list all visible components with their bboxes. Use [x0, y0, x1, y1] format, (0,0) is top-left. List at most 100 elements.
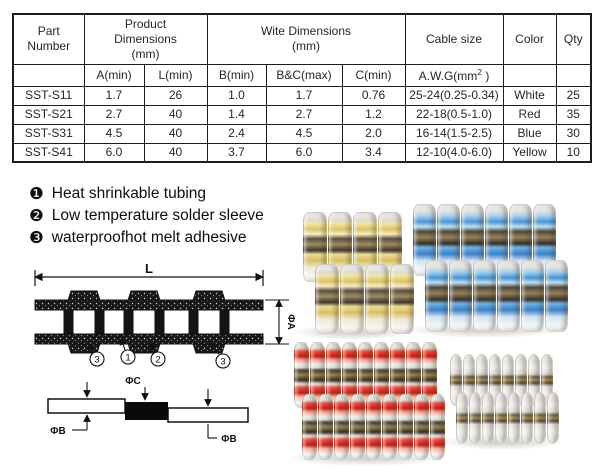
table-cell: 1.0: [206, 85, 267, 106]
dimension-L: [34, 270, 264, 286]
connector-capsule: [340, 264, 364, 334]
callout-leaders: [87, 337, 220, 355]
legend-text: waterproofhot melt adhesive: [51, 229, 247, 246]
subheader-l-min: L(min): [143, 63, 208, 87]
dimension-phi-c-label: ΦC: [125, 376, 140, 387]
table-cell: 6.0: [83, 142, 145, 163]
connector-capsule: [413, 204, 436, 276]
connector-capsule: [302, 394, 317, 460]
table-row: SST-S41 6.0 40 3.7 6.0 3.4 12-10(4.0-6.0) Yello…: [12, 142, 592, 163]
spec-table: Part Number Product Dimensions (mm) Wite…: [12, 13, 592, 163]
connector-row: [294, 342, 445, 408]
table-cell: 30: [555, 123, 592, 144]
connector-capsule: [414, 394, 429, 460]
connector-capsule: [497, 260, 520, 332]
connector-capsule: [315, 264, 339, 334]
awg-text-close: ): [482, 68, 490, 83]
connector-capsule: [382, 394, 397, 460]
photo-cluster-white: [450, 354, 559, 444]
legend-number-icon: ❶: [29, 184, 44, 203]
table-cell: 40: [143, 142, 208, 163]
awg-sup: 2: [477, 66, 483, 77]
connector-capsule: [365, 264, 389, 334]
subheader-awg: A.W.G(mm2 ): [404, 63, 504, 87]
tube-drawing: [34, 290, 264, 354]
callout-2-label: 2: [155, 355, 160, 366]
table-cell: 2.0: [341, 123, 406, 144]
connector-capsule: [508, 392, 520, 444]
table-cell: White: [502, 85, 557, 106]
dimension-phi-b-right-label: ΦB: [221, 434, 236, 445]
connector-capsule: [366, 394, 381, 460]
table-cell: 10: [555, 142, 592, 163]
table-cell: SST-S11: [12, 85, 85, 106]
callout-circles: 3 1 2 3: [89, 349, 231, 369]
connector-capsule: [509, 204, 532, 276]
subheader-empty: [555, 63, 592, 87]
table-cell: 40: [143, 104, 208, 125]
table-cell: 1.2: [341, 104, 406, 125]
connector-capsule: [534, 392, 546, 444]
table-cell: SST-S41: [12, 142, 85, 163]
table-cell: Blue: [502, 123, 557, 144]
connector-capsule: [461, 204, 484, 276]
col-header-wire-dimensions: Wite Dimensions (mm): [206, 13, 406, 65]
col-header-color: Color: [502, 13, 557, 65]
product-diagram: L ΦA: [34, 262, 296, 445]
table-cell: 35: [555, 104, 592, 125]
connector-capsule: [547, 392, 559, 444]
legend-number-icon: ❷: [29, 206, 44, 225]
awg-text: A.W.G(mm: [418, 68, 478, 83]
table-cell: SST-S21: [12, 104, 85, 125]
connector-capsule: [425, 260, 448, 332]
callout-3-right-label: 3: [220, 357, 225, 368]
connector-capsule: [533, 204, 556, 276]
col-header-qty: Qty: [555, 13, 592, 65]
legend: ❶ Heat shrinkable tubing ❷ Low temperature …: [29, 183, 264, 249]
callout-1-label: 1: [125, 353, 130, 364]
table-cell: 2.4: [206, 123, 267, 144]
legend-number-icon: ❸: [29, 228, 44, 247]
table-cell: 6.0: [265, 142, 343, 163]
subheader-bc-max: B&C(max): [265, 63, 343, 87]
splice-labels: ΦC ΦB ΦB: [50, 376, 236, 445]
splice-dimension-lines: [72, 382, 217, 439]
connector-row: [425, 260, 568, 332]
table-cell: 2.7: [83, 104, 145, 125]
legend-text: Heat shrinkable tubing: [51, 185, 207, 202]
splice-drawing: [47, 398, 249, 423]
table-cell: 1.7: [83, 85, 145, 106]
connector-capsule: [495, 392, 507, 444]
table-cell: Red: [502, 104, 557, 125]
photo-cluster-blue: [413, 204, 568, 332]
connector-capsule: [482, 392, 494, 444]
connector-capsule: [422, 342, 437, 408]
table-row: SST-S11 1.7 26 1.0 1.7 0.76 25-24(0.25-0.34) Wh…: [12, 85, 592, 106]
dimension-phi-a-label: ΦA: [285, 314, 296, 329]
connector-row: [302, 394, 445, 460]
connector-capsule: [521, 392, 533, 444]
table-cell: 4.5: [265, 123, 343, 144]
table-cell: 16-14(1.5-2.5): [404, 123, 504, 144]
connector-capsule: [374, 342, 389, 408]
table-cell: 4.5: [83, 123, 145, 144]
col-header-part-number: Part Number: [12, 13, 85, 65]
dimension-L-label: L: [145, 262, 153, 276]
table-cell: Yellow: [502, 142, 557, 163]
table-row: SST-S21 2.7 40 1.4 2.7 1.2 22-18(0.5-1.0) Red 35: [12, 104, 592, 125]
table-cell: 25-24(0.25-0.34): [404, 85, 504, 106]
connector-capsule: [485, 204, 508, 276]
dimension-phi-b-left-label: ΦB: [50, 426, 65, 437]
connector-capsule: [310, 342, 325, 408]
table-cell: 0.76: [341, 85, 406, 106]
table-cell: 22-18(0.5-1.0): [404, 104, 504, 125]
table-cell: 40: [143, 123, 208, 144]
table-cell: 1.4: [206, 104, 267, 125]
connector-capsule: [334, 394, 349, 460]
connector-capsule: [521, 260, 544, 332]
connector-capsule: [318, 394, 333, 460]
photo-cluster-yellow: [303, 212, 414, 334]
col-header-product-dimensions: Product Dimensions (mm): [83, 13, 208, 65]
table-cell: 25: [555, 85, 592, 106]
